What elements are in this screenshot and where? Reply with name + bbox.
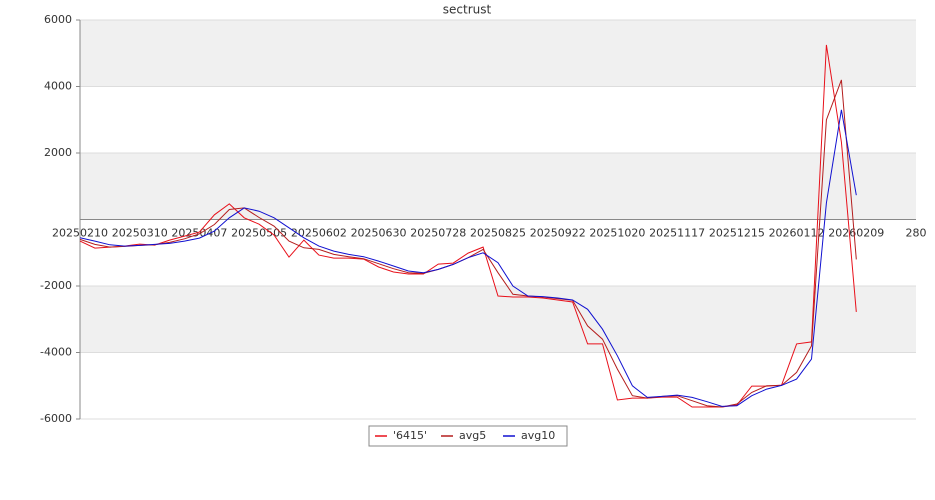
x-tick-label: 280 bbox=[906, 227, 927, 240]
y-tick-label: -6000 bbox=[40, 412, 72, 425]
x-tick-label: 20250728 bbox=[410, 227, 466, 240]
x-tick-label: 20250210 bbox=[52, 227, 108, 240]
grid-band bbox=[80, 286, 916, 353]
series-line bbox=[79, 109, 857, 407]
x-tick-label: 20251117 bbox=[649, 227, 705, 240]
x-tick-label: 20260112 bbox=[769, 227, 825, 240]
x-tick-label: 20251215 bbox=[709, 227, 765, 240]
x-tick-label: 20250602 bbox=[291, 227, 347, 240]
series-line bbox=[79, 79, 857, 408]
x-tick-label: 20251020 bbox=[589, 227, 645, 240]
legend-box bbox=[368, 425, 568, 447]
x-tick-label: 20250922 bbox=[530, 227, 586, 240]
x-tick-label: 20250505 bbox=[231, 227, 287, 240]
x-tick-label: 20250825 bbox=[470, 227, 526, 240]
x-tick-label: 20260209 bbox=[828, 227, 884, 240]
y-tick-label: -2000 bbox=[40, 279, 72, 292]
y-tick-label: 6000 bbox=[44, 13, 72, 26]
grid-band bbox=[80, 153, 916, 220]
y-tick-label: 4000 bbox=[44, 80, 72, 93]
grid-band bbox=[80, 20, 916, 87]
legend-label: avg10 bbox=[521, 429, 555, 442]
x-tick-label: 20250310 bbox=[112, 227, 168, 240]
legend-label: '6415' bbox=[393, 429, 427, 442]
chart-title: sectrust bbox=[443, 3, 492, 17]
y-tick-label: -4000 bbox=[40, 346, 72, 359]
x-tick-label: 20250630 bbox=[351, 227, 407, 240]
legend-label: avg5 bbox=[459, 429, 486, 442]
y-tick-label: 2000 bbox=[44, 146, 72, 159]
